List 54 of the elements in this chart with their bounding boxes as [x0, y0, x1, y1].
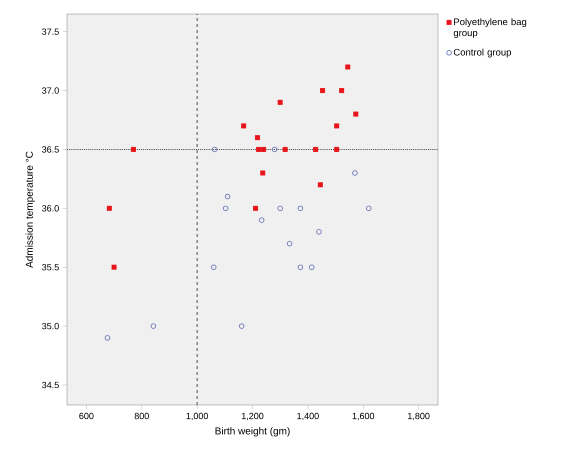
- point: [224, 194, 230, 200]
- point: [212, 146, 218, 152]
- point: [282, 146, 288, 152]
- point: [272, 146, 278, 152]
- y-tick-label: 36.5: [42, 146, 59, 153]
- x-axis-title: Birth weight (gm): [216, 427, 290, 436]
- x-tick-label: 1,600: [352, 412, 374, 420]
- x-tick-label: 1,800: [408, 412, 430, 420]
- point: [320, 88, 326, 94]
- point: [298, 206, 304, 212]
- point: [345, 64, 350, 70]
- point: [210, 264, 216, 270]
- point: [258, 217, 264, 223]
- y-tick-label: 37.0: [42, 87, 59, 94]
- point: [130, 146, 136, 152]
- point: [261, 146, 266, 152]
- x-tick-label: 800: [134, 412, 149, 420]
- legend-label: Polyethylene bag group: [454, 18, 526, 38]
- x-tick-label: 1,000: [186, 412, 208, 420]
- point: [253, 206, 258, 211]
- legend-label: Control group: [454, 48, 512, 58]
- y-tick-label: 34.5: [42, 382, 59, 388]
- point: [260, 170, 266, 176]
- point: [286, 240, 292, 246]
- point: [316, 229, 322, 235]
- point: [238, 323, 244, 329]
- point: [241, 123, 246, 128]
- point: [339, 88, 344, 94]
- point: [313, 146, 318, 152]
- x-tick-label: 1,200: [242, 412, 264, 420]
- point: [256, 146, 262, 152]
- x-tick-label: 600: [79, 412, 94, 420]
- point: [150, 323, 156, 329]
- point: [334, 123, 340, 128]
- point: [352, 170, 358, 176]
- point: [353, 112, 358, 117]
- y-tick-label: 35.5: [42, 264, 59, 270]
- point: [298, 264, 304, 270]
- x-tick-label: 1,400: [297, 412, 319, 420]
- point: [278, 100, 283, 105]
- point: [106, 206, 112, 211]
- y-tick-label: 35.0: [42, 322, 59, 330]
- point: [254, 135, 260, 140]
- point: [366, 206, 372, 212]
- point: [318, 182, 323, 188]
- point: [309, 264, 314, 270]
- y-axis-title: Admission temperature °C: [26, 151, 35, 268]
- y-tick-label: 37.5: [42, 28, 59, 35]
- point: [334, 146, 340, 152]
- point: [112, 264, 117, 270]
- point: [104, 335, 110, 341]
- point: [222, 206, 228, 212]
- y-tick-label: 36.0: [42, 205, 59, 212]
- point: [277, 206, 283, 212]
